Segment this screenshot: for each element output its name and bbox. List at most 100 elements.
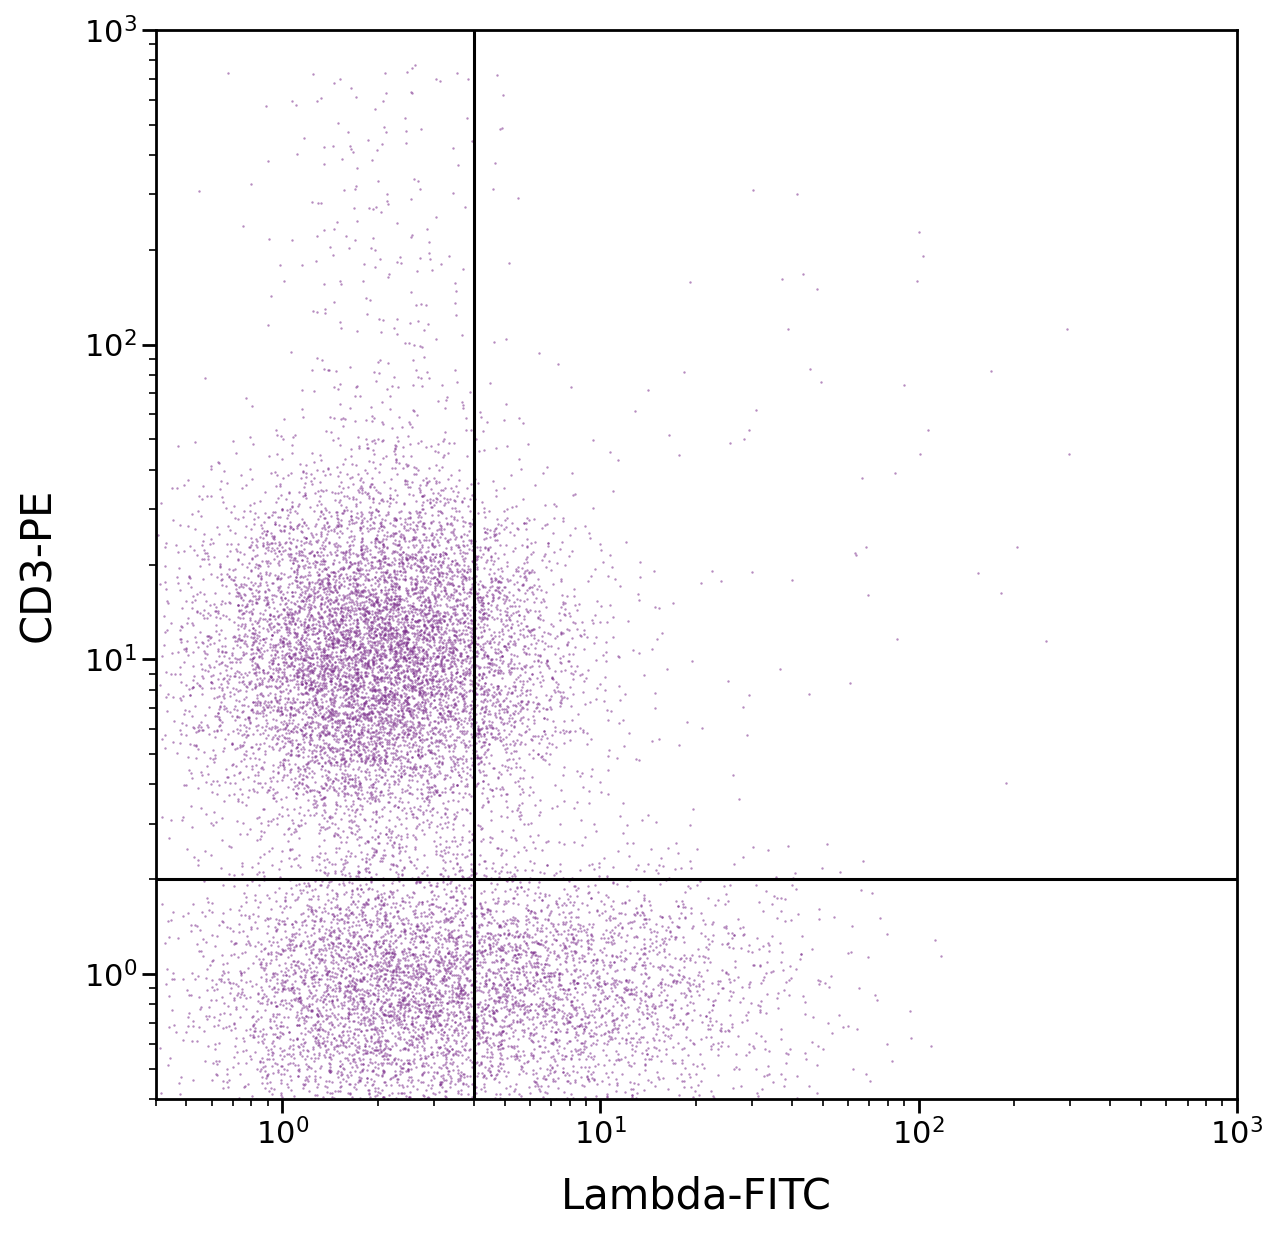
Point [408, 1025, 429, 1045]
Point [361, 728, 381, 748]
Point [433, 691, 453, 711]
Point [655, 1044, 676, 1064]
Point [389, 637, 410, 656]
Point [356, 1029, 376, 1049]
Point [315, 950, 335, 970]
Point [392, 608, 412, 628]
Point [504, 887, 525, 907]
Point [266, 996, 287, 1016]
Point [388, 906, 408, 926]
Point [335, 953, 356, 972]
Point [340, 78, 361, 97]
Point [246, 665, 266, 685]
Point [411, 965, 431, 985]
Point [379, 691, 399, 711]
Point [376, 732, 397, 752]
Point [308, 675, 329, 695]
Point [349, 868, 370, 887]
Point [404, 527, 425, 547]
Point [722, 928, 742, 948]
Point [196, 932, 216, 951]
Point [477, 718, 498, 738]
Point [530, 971, 550, 991]
Point [366, 805, 387, 824]
Point [474, 692, 494, 712]
Point [387, 684, 407, 703]
Point [353, 680, 374, 700]
Point [680, 1030, 700, 1050]
Point [317, 707, 338, 727]
Point [431, 685, 452, 705]
Point [466, 1083, 486, 1103]
Point [380, 598, 401, 618]
Point [342, 707, 362, 727]
Point [293, 692, 314, 712]
Point [242, 548, 262, 568]
Point [411, 948, 431, 967]
Point [695, 946, 716, 966]
Point [311, 450, 332, 470]
Point [365, 790, 385, 810]
Point [305, 618, 325, 638]
Point [401, 967, 421, 987]
Point [434, 983, 454, 1003]
Point [326, 1062, 347, 1082]
Point [660, 976, 681, 996]
Point [346, 981, 366, 1001]
Point [311, 1006, 332, 1025]
Point [287, 627, 307, 647]
Point [364, 444, 384, 464]
Point [396, 587, 416, 607]
Point [416, 670, 436, 690]
Point [274, 758, 294, 777]
Point [471, 1054, 492, 1074]
Point [259, 726, 279, 745]
Point [658, 1019, 678, 1039]
Point [297, 653, 317, 673]
Point [323, 661, 343, 681]
Point [355, 598, 375, 618]
Point [324, 292, 344, 312]
Point [282, 655, 302, 675]
Point [333, 547, 353, 566]
Point [640, 929, 660, 949]
Point [448, 861, 468, 881]
Point [454, 624, 475, 644]
Point [371, 322, 392, 342]
Point [465, 531, 485, 550]
Point [195, 1051, 215, 1071]
Point [421, 912, 442, 932]
Point [563, 949, 584, 969]
Point [300, 713, 320, 733]
Point [297, 684, 317, 703]
Point [628, 1009, 649, 1029]
Point [611, 1049, 631, 1069]
Point [511, 733, 531, 753]
Point [489, 940, 509, 960]
Point [308, 531, 329, 550]
Point [348, 621, 369, 640]
Point [269, 507, 289, 527]
Point [370, 891, 390, 911]
Point [320, 464, 340, 484]
Point [431, 521, 452, 540]
Point [662, 956, 682, 976]
Point [243, 618, 264, 638]
Point [388, 578, 408, 597]
Point [401, 914, 421, 934]
Point [417, 220, 438, 239]
Point [344, 231, 365, 251]
Point [467, 640, 488, 660]
Point [392, 1062, 412, 1082]
Point [531, 890, 552, 909]
Point [225, 586, 246, 606]
Point [643, 940, 663, 960]
Point [474, 664, 494, 684]
Point [657, 997, 677, 1017]
Point [449, 540, 470, 560]
Point [307, 1004, 328, 1024]
Point [357, 971, 378, 991]
Point [509, 665, 530, 685]
Point [529, 576, 549, 596]
Point [403, 1053, 424, 1072]
